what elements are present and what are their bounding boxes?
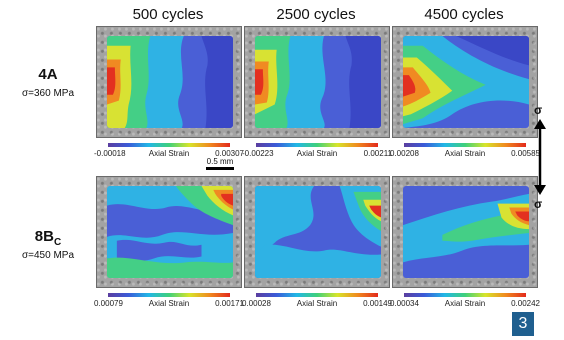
colorbar-min: 0.00028 xyxy=(242,299,271,308)
colorbar-gradient xyxy=(404,293,526,297)
colorbar-max: 0.00171 xyxy=(215,299,244,308)
colorbar-max: 0.00149 xyxy=(363,299,392,308)
column-header-2500-cycles: 2500 cycles xyxy=(276,6,356,23)
colorbar-label: Axial Strain xyxy=(444,149,486,158)
colorbar-label: Axial Strain xyxy=(444,299,486,308)
colorbar-gradient xyxy=(256,293,378,297)
colorbar-4a-4500: 0.00208 Axial Strain 0.00585 xyxy=(390,143,540,165)
scale-bar-label: 0.5 mm xyxy=(206,157,234,166)
row-label-8bc-name: 8BC xyxy=(34,228,62,248)
strain-map-4a-500 xyxy=(96,26,242,138)
colorbar-min: 0.00079 xyxy=(94,299,123,308)
strain-map-8bc-4500 xyxy=(392,176,538,288)
colorbar-min: 0.00208 xyxy=(390,149,419,158)
colorbar-label: Axial Strain xyxy=(296,299,338,308)
row-label-8bc: 8BC σ=450 MPa xyxy=(8,228,88,261)
column-header-500-cycles: 500 cycles xyxy=(132,6,204,23)
colorbar-gradient xyxy=(404,143,526,147)
colorbar-max: 0.00211 xyxy=(363,149,392,158)
page-number-badge: 3 xyxy=(512,312,534,336)
strain-map-4a-2500 xyxy=(244,26,390,138)
row-label-4a: 4A σ=360 MPa xyxy=(8,66,88,99)
colorbar-label: Axial Strain xyxy=(148,299,190,308)
scale-bar: 0.5 mm xyxy=(206,157,234,170)
strain-map-4a-4500 xyxy=(392,26,538,138)
colorbar-gradient xyxy=(108,143,230,147)
double-arrow-icon xyxy=(534,119,546,195)
colorbar-8bc-500: 0.00079 Axial Strain 0.00171 xyxy=(94,293,244,315)
colorbar-8bc-2500: 0.00028 Axial Strain 0.00149 xyxy=(242,293,392,315)
colorbar-label: Axial Strain xyxy=(148,149,190,158)
row-label-4a-name: 4A xyxy=(38,66,58,83)
sigma-bottom-label: σ xyxy=(534,197,543,211)
colorbar-max: 0.00307 xyxy=(215,149,244,158)
colorbar-min: -0.00223 xyxy=(242,149,274,158)
colorbar-gradient xyxy=(108,293,230,297)
colorbar-min: -0.00018 xyxy=(94,149,126,158)
row-label-8bc-stress: σ=450 MPa xyxy=(21,250,75,261)
colorbar-gradient xyxy=(256,143,378,147)
colorbar-min: 0.00034 xyxy=(390,299,419,308)
row-label-4a-stress: σ=360 MPa xyxy=(21,88,75,99)
colorbar-max: 0.00585 xyxy=(511,149,540,158)
strain-map-8bc-2500 xyxy=(244,176,390,288)
colorbar-max: 0.00242 xyxy=(511,299,540,308)
sigma-top-label: σ xyxy=(534,103,543,117)
colorbar-8bc-4500: 0.00034 Axial Strain 0.00242 xyxy=(390,293,540,315)
colorbar-label: Axial Strain xyxy=(296,149,338,158)
colorbar-4a-500: -0.00018 Axial Strain 0.00307 xyxy=(94,143,244,165)
scale-bar-line xyxy=(206,167,234,170)
loading-axis: σ σ xyxy=(530,103,550,211)
colorbar-4a-2500: -0.00223 Axial Strain 0.00211 xyxy=(242,143,392,165)
column-header-4500-cycles: 4500 cycles xyxy=(424,6,504,23)
strain-map-8bc-500 xyxy=(96,176,242,288)
